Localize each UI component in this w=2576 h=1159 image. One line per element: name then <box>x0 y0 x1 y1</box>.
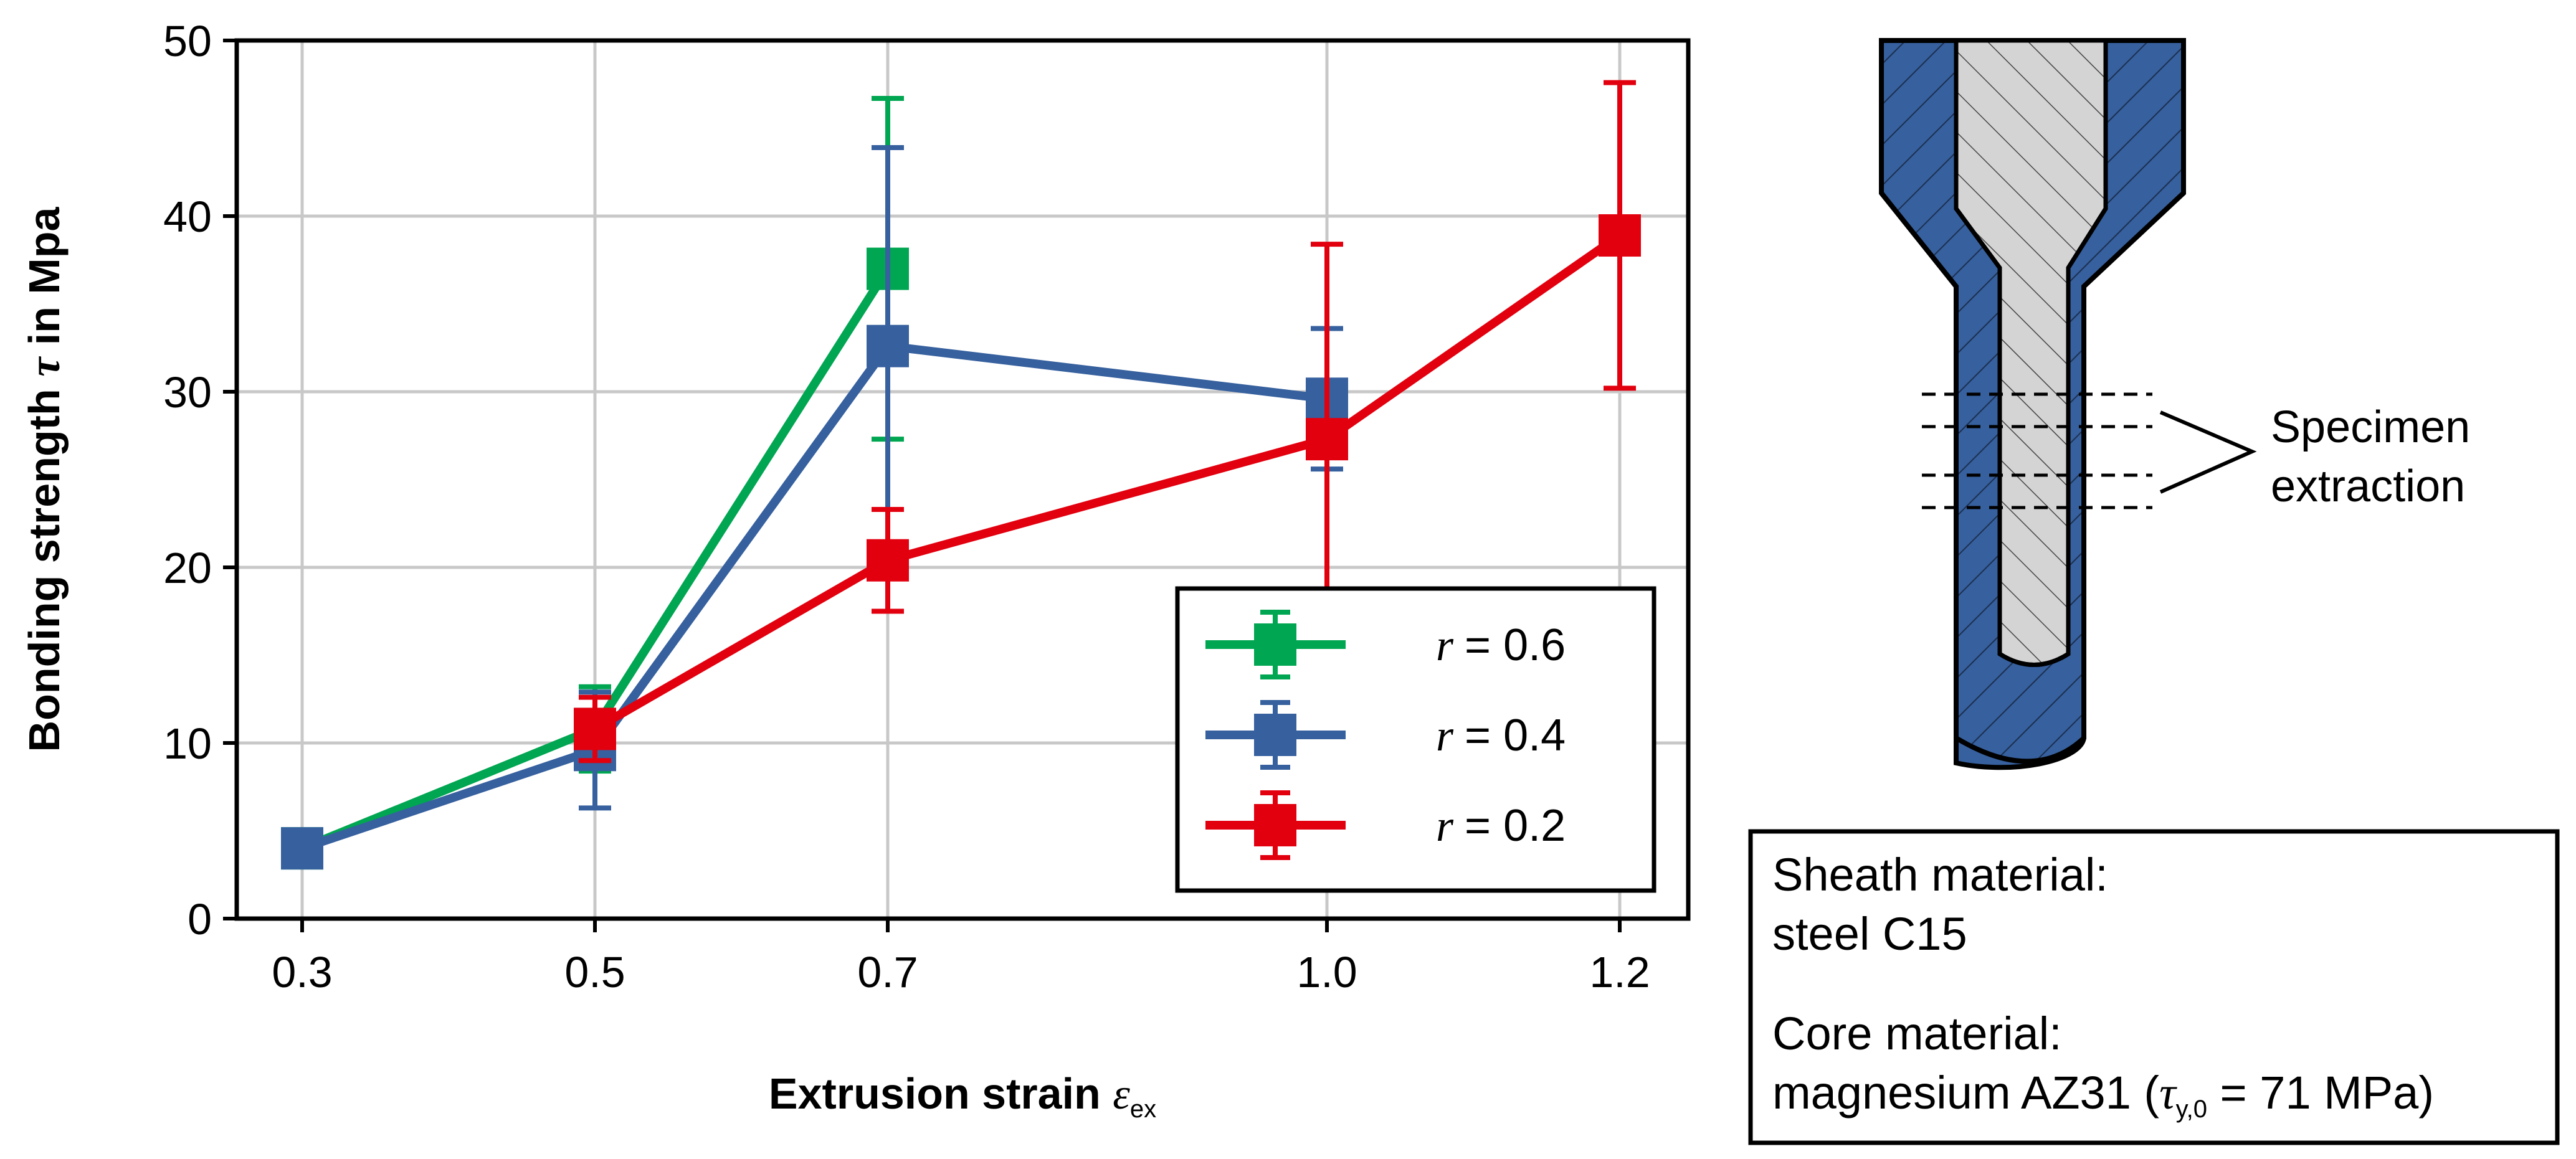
series-line <box>300 341 1328 853</box>
x-axis-title: Extrusion strain εex <box>769 1069 1156 1123</box>
info-box-frame <box>1748 829 2560 1145</box>
x-ticks: 0.3 0.5 0.7 1.0 1.2 <box>272 919 1650 996</box>
data-point <box>1599 214 1641 257</box>
sheath-material-value: steel C15 <box>1772 908 1967 960</box>
data-point <box>1306 418 1348 461</box>
y-tick-label: 50 <box>163 17 212 65</box>
legend-marker <box>1254 623 1296 666</box>
legend-marker <box>1254 714 1296 756</box>
legend-label: r = 0.2 <box>1436 801 1566 851</box>
y-tick-label: 40 <box>163 192 212 241</box>
x-axis-symbol: ε <box>1113 1071 1130 1119</box>
data-point <box>574 707 616 750</box>
y-axis-symbol: τ <box>21 356 69 377</box>
y-axis-title: Bonding strength τ in Mpa <box>20 206 69 752</box>
bonding-strength-chart: 0 10 20 30 40 50 0.3 0.5 0.7 1.0 1.2 Bonding stre… <box>20 17 1691 1123</box>
data-point <box>281 827 323 870</box>
x-tick-label: 0.3 <box>272 948 332 996</box>
x-tick-label: 1.2 <box>1589 948 1650 996</box>
annotation-extraction: extraction <box>2271 461 2465 511</box>
legend-item-1: r = 0.4 <box>1205 700 1566 770</box>
cut-lines <box>1922 392 2152 509</box>
core-material-label: Core material: <box>1772 1008 2062 1059</box>
annotation-specimen: Specimen <box>2271 402 2470 452</box>
core-outline <box>1954 38 2108 667</box>
data-point <box>867 539 909 582</box>
x-axis-subscript: ex <box>1130 1095 1156 1123</box>
y-tick-label: 0 <box>188 895 212 944</box>
annotation-leader <box>2159 410 2257 494</box>
core-material-value: magnesium AZ31 (τy,0 = 71 MPa) <box>1772 1067 2434 1123</box>
series-1 <box>281 145 1348 870</box>
legend-item-0: r = 0.6 <box>1205 610 1566 679</box>
series-layer <box>281 80 1641 870</box>
y-tick-label: 30 <box>163 368 212 417</box>
y-tick-label: 10 <box>163 719 212 768</box>
material-info-box: Sheath material: steel C15 Core material… <box>1748 829 2560 1145</box>
legend: r = 0.6 r = 0.4 r = 0.2 <box>1175 586 1656 893</box>
x-tick-label: 1.0 <box>1296 948 1357 996</box>
data-point <box>867 324 909 367</box>
sheath-outline <box>1879 38 2186 764</box>
legend-item-2: r = 0.2 <box>1205 790 1566 860</box>
legend-label: r = 0.4 <box>1436 711 1566 760</box>
x-tick-label: 0.7 <box>857 948 918 996</box>
legend-label: r = 0.6 <box>1436 620 1566 670</box>
y-ticks: 0 10 20 30 40 50 <box>163 17 237 944</box>
legend-marker <box>1254 804 1296 846</box>
series-2 <box>574 80 1641 764</box>
extrusion-schematic: Specimen extraction <box>1879 38 2470 770</box>
y-tick-label: 20 <box>163 544 212 592</box>
x-tick-label: 0.5 <box>564 948 625 996</box>
sheath-material-label: Sheath material: <box>1772 849 2108 901</box>
series-line <box>592 232 1622 733</box>
legend-box <box>1175 586 1656 893</box>
